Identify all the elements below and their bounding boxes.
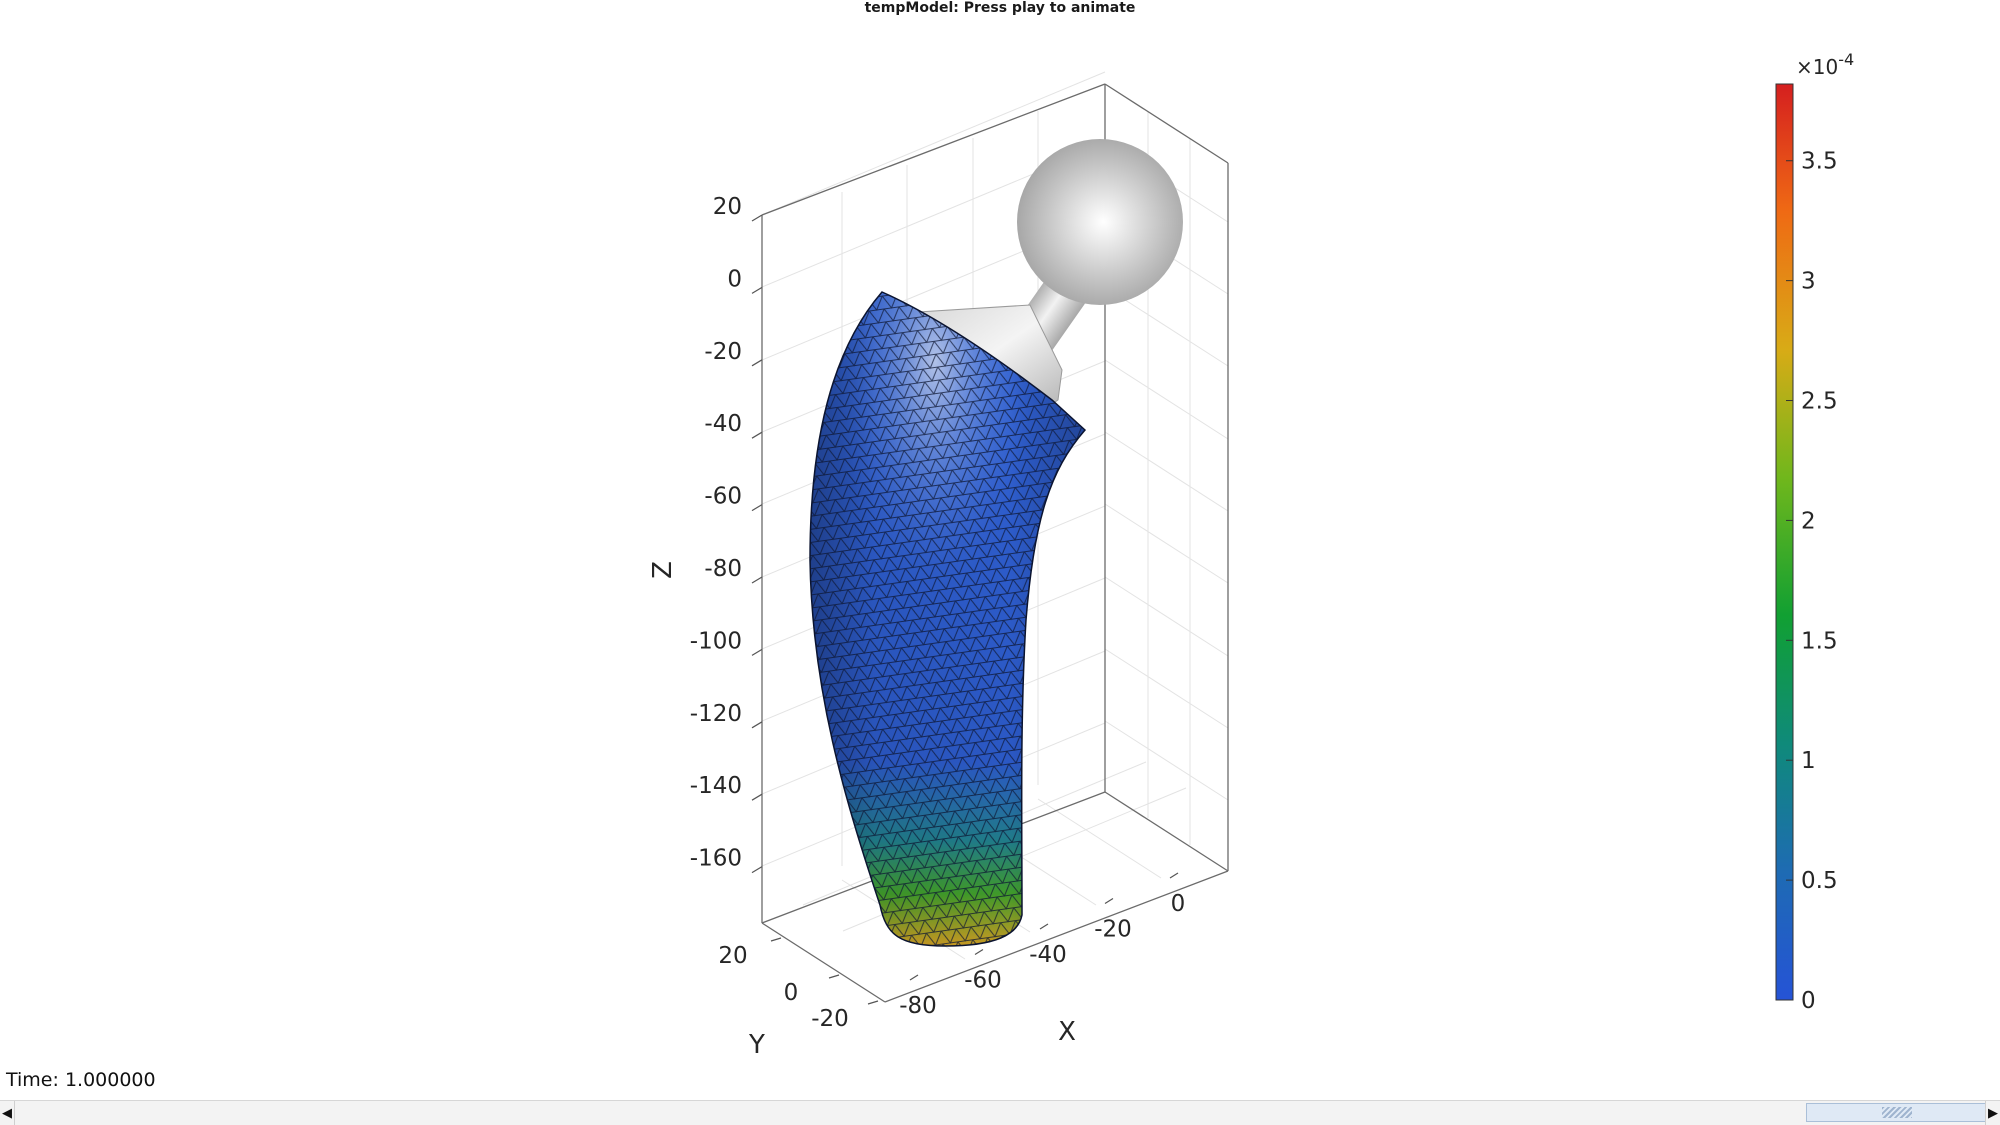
colorbar-gradient bbox=[1775, 83, 1794, 1001]
colorbar-tick-label: 1.5 bbox=[1801, 628, 1838, 654]
y-axis-label: Y bbox=[748, 1030, 765, 1060]
z-tick-label: -120 bbox=[690, 701, 742, 727]
x-tick-mark bbox=[1169, 872, 1179, 879]
colorbar-tick-label: 0 bbox=[1801, 988, 1816, 1014]
y-tick-mark bbox=[828, 974, 840, 979]
z-tick-mark bbox=[751, 359, 763, 367]
x-tick-mark bbox=[1104, 897, 1114, 905]
y-tick-label: 20 bbox=[718, 943, 747, 969]
x-tick-label: -60 bbox=[964, 968, 1002, 994]
colorbar-tick-label: 1 bbox=[1801, 748, 1816, 774]
x-axis-label: X bbox=[1058, 1017, 1076, 1047]
z-tick-label: 20 bbox=[713, 194, 742, 220]
colorbar-tick-label: 3.5 bbox=[1801, 149, 1838, 175]
y-tick-label: 0 bbox=[784, 980, 799, 1006]
colorbar-tick-label: 2.5 bbox=[1801, 389, 1838, 415]
thumb-grip-icon bbox=[1882, 1107, 1912, 1118]
z-tick-mark bbox=[751, 504, 763, 512]
z-tick-label: 0 bbox=[727, 266, 742, 292]
x-tick-mark bbox=[1039, 923, 1049, 930]
z-tick-label: -40 bbox=[704, 411, 742, 437]
x-tick-label: -40 bbox=[1029, 942, 1067, 968]
z-tick-mark bbox=[751, 721, 763, 729]
z-tick-mark bbox=[751, 214, 763, 222]
time-scrollbar[interactable]: ◀ ▶ bbox=[0, 1100, 2000, 1125]
x-tick-label: 0 bbox=[1171, 891, 1186, 917]
colorbar-tick-label: 3 bbox=[1801, 269, 1816, 295]
x-tick-label: -80 bbox=[899, 993, 937, 1019]
figure-title: tempModel: Press play to animate bbox=[864, 0, 1136, 16]
z-tick-mark bbox=[751, 286, 763, 294]
z-axis: 20 0 -20 -40 -60 -80 -100 -120 -140 -160 bbox=[690, 194, 763, 874]
colorbar[interactable]: ×10-4 3.5 3 2.5 2 1.5 1 0.5 0 bbox=[1775, 50, 1854, 1014]
y-tick-mark bbox=[867, 1000, 879, 1005]
scroll-left-arrow-icon[interactable]: ◀ bbox=[0, 1101, 15, 1125]
z-tick-label: -80 bbox=[704, 556, 742, 582]
y-axis: -20 0 20 bbox=[718, 937, 879, 1032]
x-tick-mark bbox=[909, 974, 919, 981]
colorbar-tick-label: 0.5 bbox=[1801, 868, 1838, 894]
colorbar-multiplier: ×10-4 bbox=[1796, 50, 1854, 79]
z-tick-label: -60 bbox=[704, 484, 742, 510]
z-tick-mark bbox=[751, 793, 763, 801]
colorbar-tick-label: 2 bbox=[1801, 508, 1816, 534]
z-tick-mark bbox=[751, 866, 763, 874]
z-axis-label: Z bbox=[648, 561, 678, 579]
colorbar-ticks: 3.5 3 2.5 2 1.5 1 0.5 0 bbox=[1786, 149, 1838, 1014]
scroll-right-arrow-icon[interactable]: ▶ bbox=[1985, 1101, 2000, 1125]
3d-axes-scene[interactable]: 200-20-40-60-80-100-120-140-160 -80-60-4… bbox=[0, 0, 2000, 1100]
z-tick-label: -100 bbox=[690, 628, 742, 654]
x-axis: -80 -60 -40 -20 0 bbox=[899, 872, 1186, 1019]
scroll-thumb[interactable] bbox=[1806, 1103, 1986, 1122]
z-tick-mark bbox=[751, 576, 763, 584]
y-tick-label: -20 bbox=[811, 1006, 849, 1032]
time-readout: Time: 1.000000 bbox=[6, 1069, 156, 1091]
z-tick-label: -20 bbox=[704, 339, 742, 365]
x-tick-label: -20 bbox=[1094, 917, 1132, 943]
z-tick-mark bbox=[751, 431, 763, 439]
y-tick-mark bbox=[770, 937, 782, 942]
z-tick-mark bbox=[751, 648, 763, 656]
z-tick-label: -160 bbox=[690, 846, 742, 872]
femoral-implant-stem bbox=[809, 291, 1087, 947]
x-tick-mark bbox=[974, 948, 984, 956]
z-tick-label: -140 bbox=[690, 773, 742, 799]
